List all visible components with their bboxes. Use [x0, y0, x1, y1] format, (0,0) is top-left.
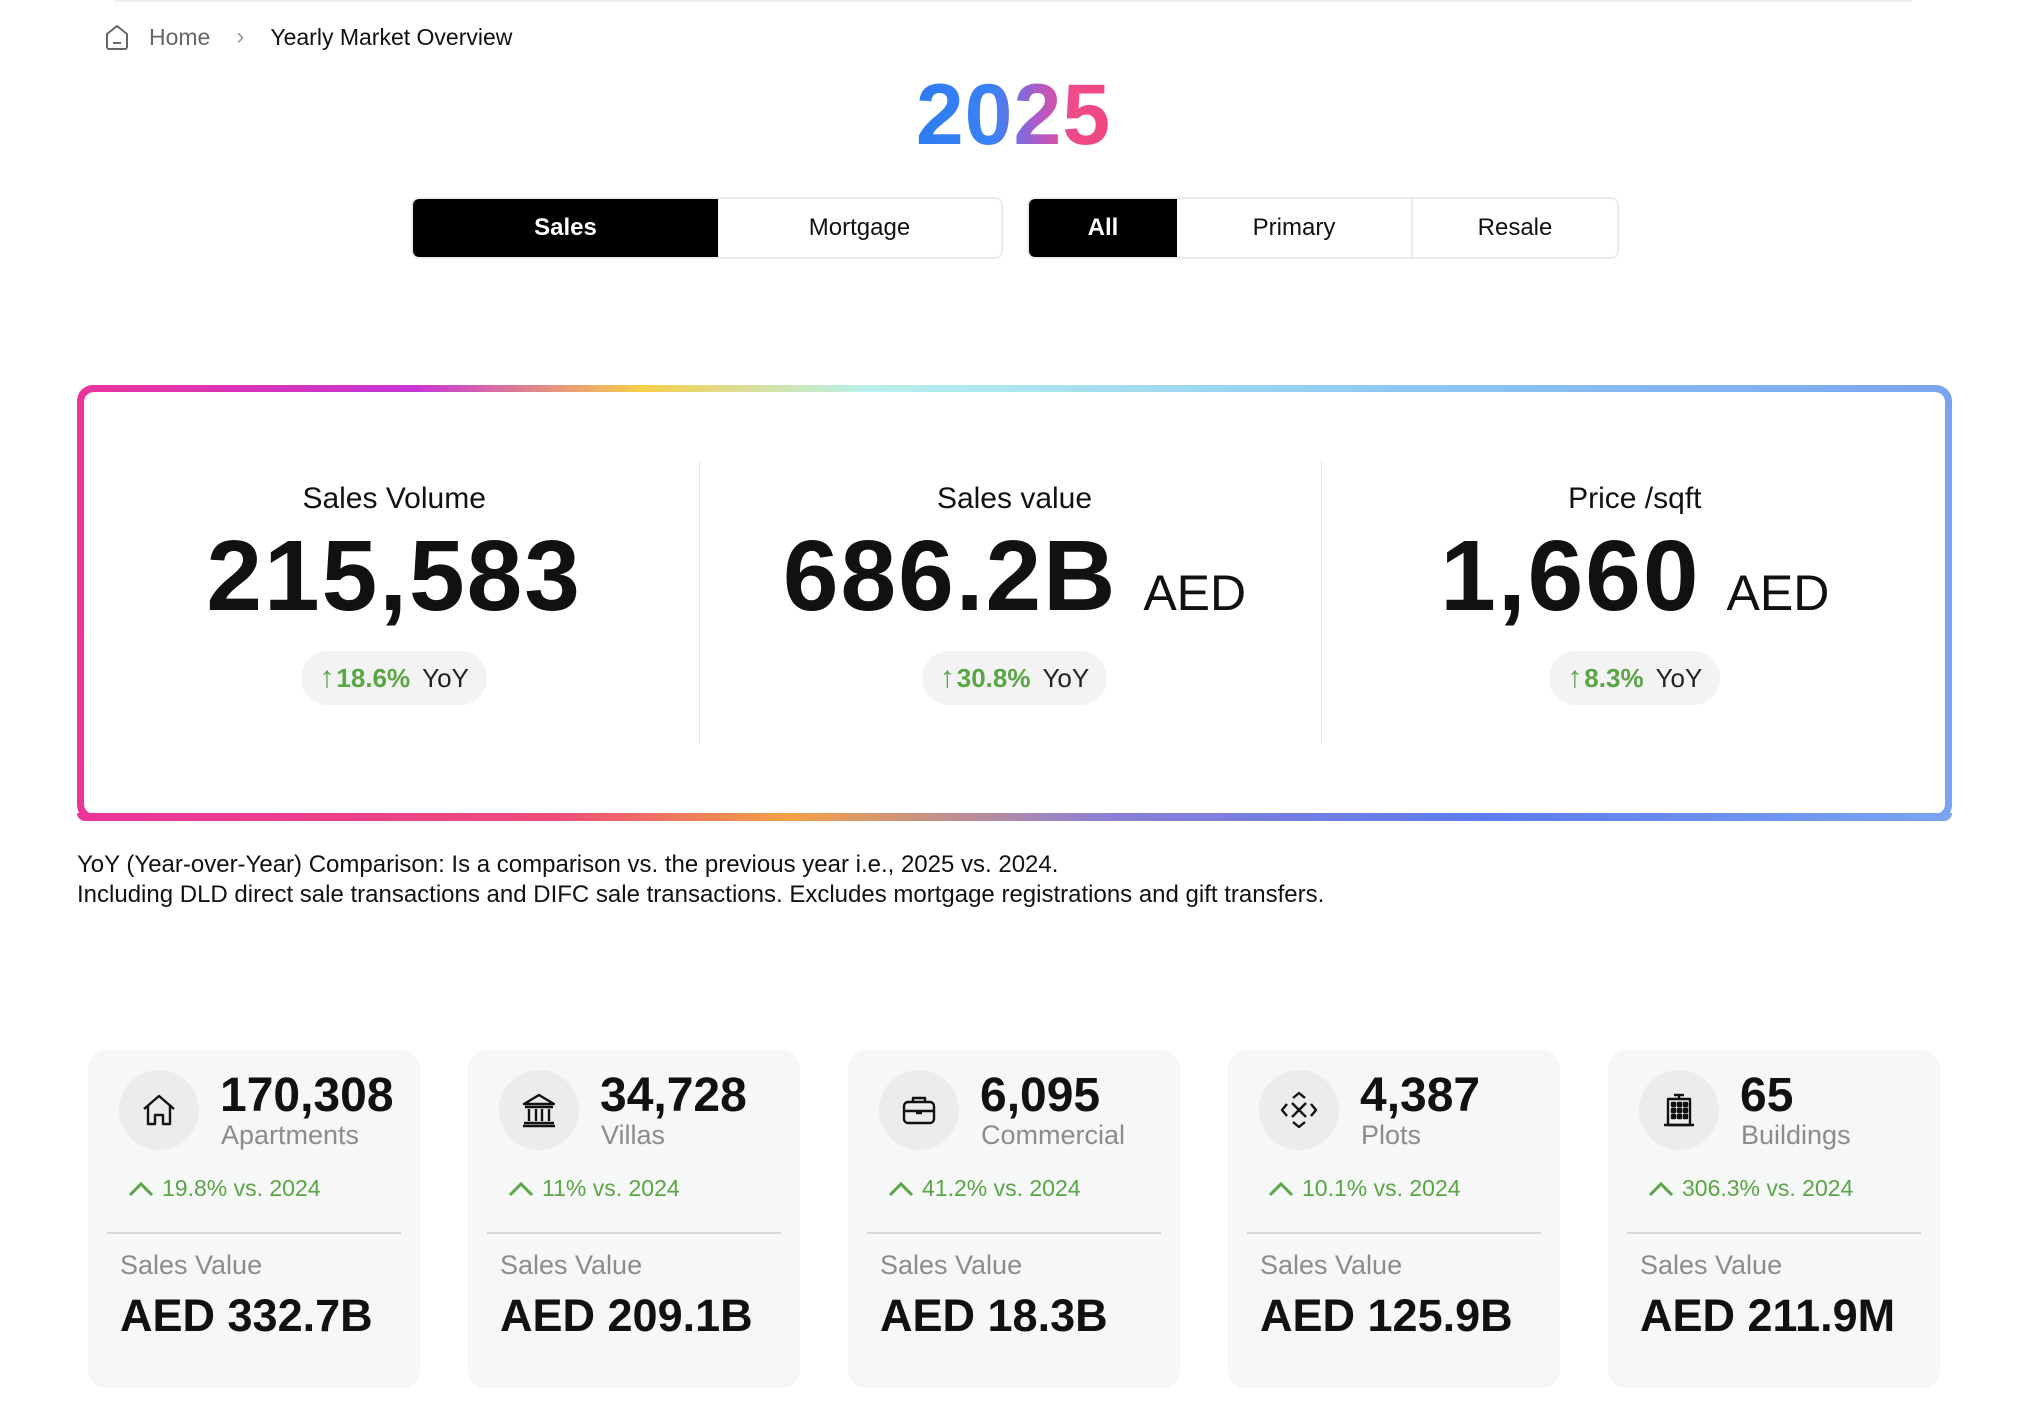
card-count: 6,095: [980, 1069, 1101, 1122]
card-divider: [107, 1232, 401, 1234]
card-sales-value: AED 125.9B: [1260, 1290, 1513, 1341]
card-change: 41.2% vs. 2024: [888, 1175, 1081, 1202]
yoy-badge: ↑ 18.6% YoY: [301, 651, 487, 705]
card-count: 34,728: [600, 1069, 747, 1122]
breadcrumb: Home › Yearly Market Overview: [101, 20, 512, 54]
chevron-up-icon: [508, 1181, 534, 1196]
category-card-buildings[interactable]: 65 Buildings 306.3% vs. 2024 Sales Value…: [1608, 1050, 1940, 1388]
card-change-text: 19.8% vs. 2024: [162, 1175, 321, 1201]
card-divider: [1247, 1232, 1541, 1234]
chevron-up-icon: [888, 1181, 914, 1196]
arrow-up-icon: ↑: [939, 661, 955, 694]
home-icon[interactable]: [101, 21, 133, 53]
stat-title: Sales Volume: [302, 482, 486, 515]
yoy-label: YoY: [1655, 662, 1703, 693]
card-sales-label: Sales Value: [1260, 1250, 1403, 1280]
card-change-text: 10.1% vs. 2024: [1302, 1175, 1461, 1201]
card-change-text: 306.3% vs. 2024: [1682, 1175, 1854, 1201]
stat-value: 215,583: [206, 520, 582, 632]
chevron-up-icon: [128, 1181, 154, 1196]
card-change: 306.3% vs. 2024: [1648, 1175, 1853, 1202]
stat-divider: [699, 462, 700, 744]
card-sales-label: Sales Value: [1640, 1250, 1783, 1280]
card-type: Buildings: [1741, 1120, 1851, 1150]
tab-mortgage[interactable]: Mortgage: [808, 214, 911, 241]
category-card-apartments[interactable]: 170,308 Apartments 19.8% vs. 2024 Sales …: [88, 1050, 420, 1388]
villa-icon: [499, 1070, 579, 1150]
footnote-scope: Including DLD direct sale transactions a…: [77, 881, 1325, 908]
chevron-up-icon: [1268, 1181, 1294, 1196]
card-type: Villas: [601, 1120, 666, 1150]
card-sales-value: AED 211.9M: [1640, 1290, 1896, 1341]
stat-value: 1,660: [1440, 520, 1701, 632]
stat-title: Sales value: [936, 482, 1093, 515]
stat-sales-value: Sales value 686.2B AED ↑ 30.8% YoY: [704, 392, 1324, 814]
stat-sales-volume: Sales Volume 215,583 ↑ 18.6% YoY: [84, 392, 704, 814]
plot-expand-icon: [1259, 1070, 1339, 1150]
summary-stats-panel: Sales Volume 215,583 ↑ 18.6% YoY Sales va…: [77, 385, 1952, 821]
house-icon: [119, 1070, 199, 1150]
tab-primary[interactable]: Primary: [1177, 199, 1413, 257]
card-sales-value: AED 209.1B: [500, 1290, 753, 1341]
card-count: 65: [1740, 1069, 1794, 1122]
category-card-plots[interactable]: 4,387 Plots 10.1% vs. 2024 Sales Value A…: [1228, 1050, 1560, 1388]
category-card-commercial[interactable]: 6,095 Commercial 41.2% vs. 2024 Sales Va…: [848, 1050, 1180, 1388]
yoy-label: YoY: [422, 662, 469, 693]
chevron-up-icon: [1648, 1181, 1674, 1196]
stat-divider: [1321, 462, 1322, 744]
category-card-villas[interactable]: 34,728 Villas 11% vs. 2024 Sales Value A…: [468, 1050, 800, 1388]
yoy-percent: 8.3%: [1584, 662, 1644, 693]
card-change: 19.8% vs. 2024: [128, 1175, 321, 1202]
tab-resale[interactable]: Resale: [1477, 214, 1553, 241]
year-title: 2025: [914, 66, 1114, 165]
footnote-yoy: YoY (Year-over-Year) Comparison: Is a co…: [77, 851, 1059, 878]
stat-unit: AED: [1143, 565, 1247, 621]
yoy-badge: ↑ 30.8% YoY: [921, 651, 1108, 705]
card-sales-label: Sales Value: [500, 1250, 643, 1280]
footnotes: YoY (Year-over-Year) Comparison: Is a co…: [77, 850, 1324, 910]
arrow-up-icon: ↑: [1567, 661, 1583, 694]
breadcrumb-current: Yearly Market Overview: [270, 23, 513, 50]
arrow-up-icon: ↑: [319, 661, 335, 694]
card-divider: [487, 1232, 781, 1234]
market-type-toggle: All Primary Resale: [1027, 197, 1619, 259]
card-type: Commercial: [981, 1120, 1126, 1150]
card-divider: [1627, 1232, 1921, 1234]
card-sales-label: Sales Value: [880, 1250, 1023, 1280]
yoy-badge: ↑ 8.3% YoY: [1549, 651, 1721, 705]
stat-title: Price /sqft: [1568, 482, 1702, 515]
card-count: 4,387: [1360, 1069, 1481, 1122]
briefcase-icon: [879, 1070, 959, 1150]
card-change: 11% vs. 2024: [508, 1175, 680, 1202]
stat-unit: AED: [1726, 565, 1830, 621]
stat-value: 686.2B: [782, 520, 1118, 632]
card-divider: [867, 1232, 1161, 1234]
tab-sales[interactable]: Sales: [413, 199, 718, 257]
tab-all[interactable]: All: [1029, 199, 1177, 257]
chevron-right-icon: ›: [236, 23, 245, 50]
card-change-text: 11% vs. 2024: [542, 1175, 680, 1201]
transaction-type-toggle: Sales Mortgage: [411, 197, 1003, 259]
breadcrumb-home-link[interactable]: Home: [149, 23, 211, 50]
top-divider: [115, 0, 1912, 2]
stat-price-per-sqft: Price /sqft 1,660 AED ↑ 8.3% YoY: [1325, 392, 1945, 814]
building-icon: [1639, 1070, 1719, 1150]
card-type: Plots: [1361, 1120, 1422, 1150]
card-sales-value: AED 332.7B: [120, 1290, 373, 1341]
card-change: 10.1% vs. 2024: [1268, 1175, 1461, 1202]
card-count: 170,308: [220, 1069, 394, 1122]
card-type: Apartments: [221, 1120, 360, 1150]
panel-gradient-border: [77, 813, 1952, 821]
card-change-text: 41.2% vs. 2024: [922, 1175, 1081, 1201]
card-sales-value: AED 18.3B: [880, 1290, 1108, 1341]
yoy-percent: 18.6%: [336, 662, 411, 693]
card-sales-label: Sales Value: [120, 1250, 263, 1280]
yoy-label: YoY: [1042, 662, 1090, 693]
yoy-percent: 30.8%: [956, 662, 1031, 693]
